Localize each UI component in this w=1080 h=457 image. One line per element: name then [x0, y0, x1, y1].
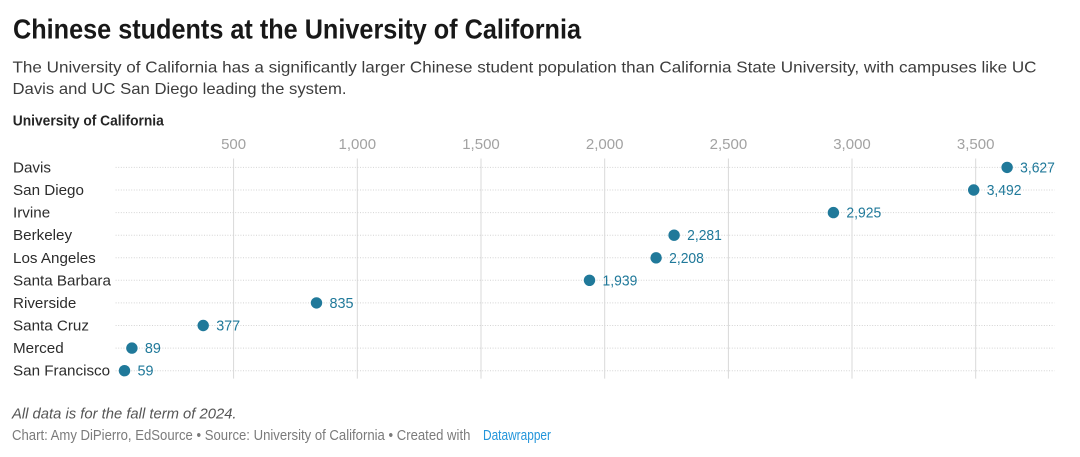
svg-text:Davis: Davis	[13, 159, 51, 176]
svg-text:San Francisco: San Francisco	[13, 363, 110, 380]
svg-text:Santa Barbara: Santa Barbara	[13, 272, 111, 289]
svg-text:University of California: University of California	[13, 113, 165, 129]
svg-text:1,000: 1,000	[339, 136, 377, 153]
svg-text:Datawrapper: Datawrapper	[483, 428, 551, 444]
svg-text:Chart: Amy DiPierro, EdSource: Chart: Amy DiPierro, EdSource • Source: …	[12, 428, 470, 444]
svg-text:500: 500	[221, 136, 246, 153]
svg-text:Los Angeles: Los Angeles	[13, 250, 96, 267]
svg-text:2,281: 2,281	[687, 228, 722, 244]
svg-text:59: 59	[138, 364, 154, 380]
svg-text:3,627: 3,627	[1020, 160, 1055, 176]
svg-text:All data is for the fall term: All data is for the fall term of 2024.	[11, 406, 237, 422]
svg-text:89: 89	[145, 341, 161, 357]
svg-text:Santa Cruz: Santa Cruz	[13, 318, 89, 335]
svg-text:San Diego: San Diego	[13, 182, 84, 199]
svg-text:3,000: 3,000	[833, 136, 871, 153]
svg-text:Irvine: Irvine	[13, 205, 50, 222]
svg-text:1,500: 1,500	[462, 136, 500, 153]
svg-text:Chinese students at the Univer: Chinese students at the University of Ca…	[13, 13, 581, 44]
svg-text:835: 835	[330, 296, 354, 312]
svg-text:The University of California h: The University of California has a signi…	[13, 59, 1037, 76]
svg-text:2,000: 2,000	[586, 136, 624, 153]
svg-text:2,208: 2,208	[669, 251, 704, 267]
svg-text:Davis and UC San Diego leading: Davis and UC San Diego leading the syste…	[13, 81, 347, 98]
svg-text:3,500: 3,500	[957, 136, 995, 153]
svg-text:Merced: Merced	[13, 340, 64, 357]
svg-text:Riverside: Riverside	[13, 295, 76, 312]
svg-text:377: 377	[216, 319, 240, 335]
svg-text:3,492: 3,492	[987, 183, 1022, 199]
svg-text:2,500: 2,500	[710, 136, 748, 153]
svg-text:Berkeley: Berkeley	[13, 227, 72, 244]
svg-text:2,925: 2,925	[846, 206, 881, 222]
svg-text:1,939: 1,939	[603, 273, 638, 289]
